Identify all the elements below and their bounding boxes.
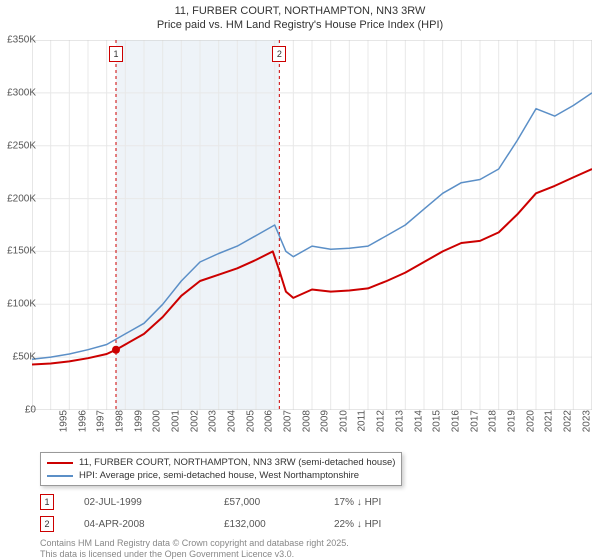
sale-event-marker: 2	[40, 516, 54, 532]
x-tick-label: 2023	[581, 410, 592, 432]
chart-container: 11, FURBER COURT, NORTHAMPTON, NN3 3RW P…	[0, 0, 600, 560]
sale-date: 02-JUL-1999	[84, 497, 194, 508]
sale-event-marker: 1	[40, 494, 54, 510]
title-block: 11, FURBER COURT, NORTHAMPTON, NN3 3RW P…	[0, 0, 600, 33]
chart-marker-1: 1	[109, 46, 123, 62]
x-tick-label: 1998	[114, 410, 125, 432]
sale-delta: 17% ↓ HPI	[334, 497, 444, 508]
legend-item: 11, FURBER COURT, NORTHAMPTON, NN3 3RW (…	[47, 456, 395, 469]
y-tick-label: £200K	[7, 193, 36, 204]
legend-swatch	[47, 475, 73, 477]
x-tick-label: 2007	[282, 410, 293, 432]
x-tick-label: 2009	[320, 410, 331, 432]
sale-delta: 22% ↓ HPI	[334, 519, 444, 530]
x-tick-label: 2017	[469, 410, 480, 432]
chart-svg	[32, 40, 592, 410]
x-tick-label: 2020	[525, 410, 536, 432]
x-tick-label: 2013	[394, 410, 405, 432]
x-tick-label: 2018	[488, 410, 499, 432]
x-tick-label: 1995	[58, 410, 69, 432]
x-tick-label: 2002	[189, 410, 200, 432]
x-tick-label: 2022	[562, 410, 573, 432]
title-line2: Price paid vs. HM Land Registry's House …	[0, 18, 600, 32]
chart-plot-area	[32, 40, 592, 410]
y-tick-label: £300K	[7, 87, 36, 98]
license-text: Contains HM Land Registry data © Crown c…	[40, 538, 349, 560]
sale-event-row: 2 04-APR-2008 £132,000 22% ↓ HPI	[40, 516, 444, 532]
y-tick-label: £50K	[13, 352, 36, 363]
y-tick-label: £150K	[7, 246, 36, 257]
x-tick-label: 2012	[376, 410, 387, 432]
sale-events: 1 02-JUL-1999 £57,000 17% ↓ HPI 2 04-APR-2008…	[40, 494, 444, 538]
y-tick-label: £350K	[7, 35, 36, 46]
license-line2: This data is licensed under the Open Gov…	[40, 549, 349, 560]
y-tick-label: £0	[25, 405, 36, 416]
sale-event-row: 1 02-JUL-1999 £57,000 17% ↓ HPI	[40, 494, 444, 510]
x-tick-label: 2016	[450, 410, 461, 432]
legend-label: 11, FURBER COURT, NORTHAMPTON, NN3 3RW (…	[79, 457, 395, 468]
x-tick-label: 2008	[301, 410, 312, 432]
x-tick-label: 1997	[96, 410, 107, 432]
legend-item: HPI: Average price, semi-detached house,…	[47, 469, 395, 482]
x-tick-label: 2006	[264, 410, 275, 432]
x-tick-label: 2001	[170, 410, 181, 432]
chart-marker-2: 2	[272, 46, 286, 62]
x-tick-label: 2021	[544, 410, 555, 432]
sale-date: 04-APR-2008	[84, 519, 194, 530]
legend-swatch	[47, 462, 73, 464]
x-tick-label: 2003	[208, 410, 219, 432]
x-tick-label: 2004	[226, 410, 237, 432]
x-tick-label: 2015	[432, 410, 443, 432]
sale-price: £132,000	[224, 519, 304, 530]
x-tick-label: 2005	[245, 410, 256, 432]
y-tick-label: £100K	[7, 299, 36, 310]
license-line1: Contains HM Land Registry data © Crown c…	[40, 538, 349, 549]
x-tick-label: 1999	[133, 410, 144, 432]
x-tick-label: 2014	[413, 410, 424, 432]
y-tick-label: £250K	[7, 140, 36, 151]
title-line1: 11, FURBER COURT, NORTHAMPTON, NN3 3RW	[0, 4, 600, 18]
x-tick-label: 2019	[506, 410, 517, 432]
sale-price: £57,000	[224, 497, 304, 508]
legend: 11, FURBER COURT, NORTHAMPTON, NN3 3RW (…	[40, 452, 402, 486]
x-tick-label: 1996	[77, 410, 88, 432]
legend-label: HPI: Average price, semi-detached house,…	[79, 470, 359, 481]
x-tick-label: 2010	[338, 410, 349, 432]
x-tick-label: 2011	[356, 410, 367, 432]
x-tick-label: 2000	[152, 410, 163, 432]
